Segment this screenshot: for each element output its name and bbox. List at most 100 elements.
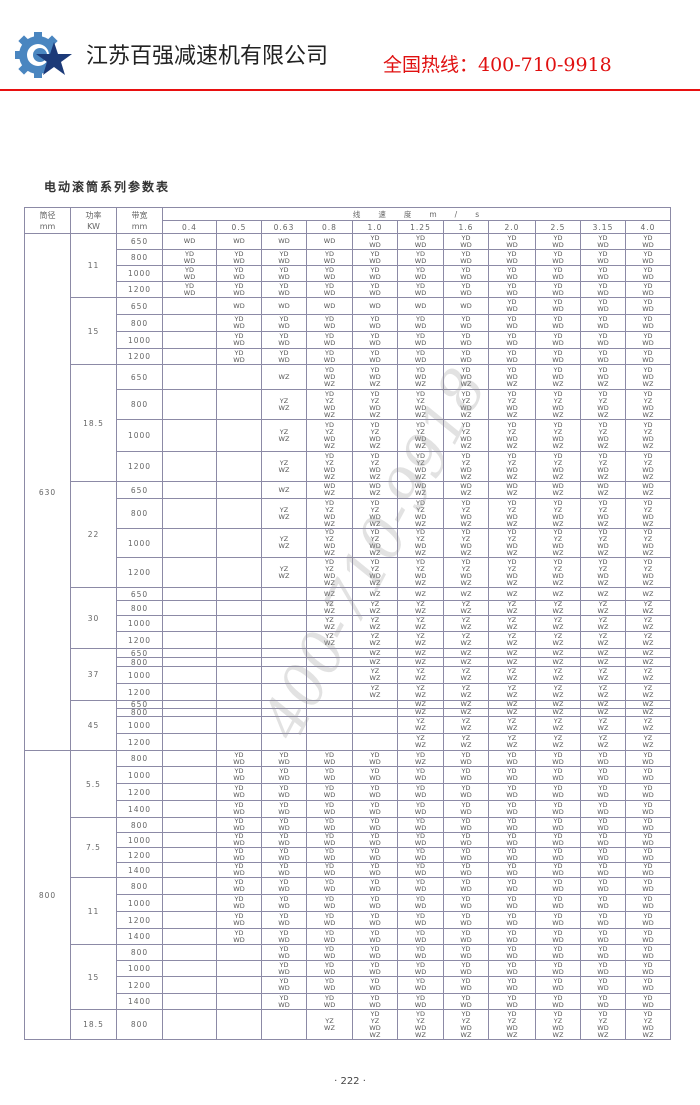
- motor-type-cell: YD WD: [443, 233, 489, 250]
- power-cell: 15: [70, 297, 117, 365]
- belt-width-cell: 1000: [116, 960, 163, 977]
- belt-width-cell: 650: [116, 364, 163, 390]
- motor-type-cell: YD WD: [535, 233, 581, 250]
- motor-type-cell: YD WD: [625, 297, 671, 315]
- power-cell: 37: [70, 648, 117, 701]
- motor-type-cell: WZ: [443, 657, 489, 667]
- motor-type-cell: [162, 817, 217, 833]
- motor-type-cell: YD WD: [625, 783, 671, 801]
- motor-type-cell: [216, 587, 262, 601]
- motor-type-cell: YD WD: [352, 783, 398, 801]
- motor-type-cell: YD WD: [488, 265, 536, 282]
- motor-type-cell: [162, 847, 217, 863]
- motor-type-cell: YD WD: [535, 297, 581, 315]
- motor-type-cell: [162, 648, 217, 658]
- motor-type-cell: YD WD: [625, 877, 671, 895]
- motor-type-cell: YD WD: [306, 314, 353, 332]
- motor-type-cell: WD WZ: [580, 481, 626, 499]
- motor-type-cell: YD WD: [535, 862, 581, 878]
- motor-type-cell: YZ WZ: [443, 600, 489, 616]
- header-line-speed: 线 速 度 m / s: [162, 207, 671, 221]
- motor-type-cell: YZ WZ: [261, 451, 307, 482]
- motor-type-cell: WZ: [397, 648, 444, 658]
- motor-type-cell: YD WD: [488, 877, 536, 895]
- motor-type-cell: YD WD: [625, 249, 671, 266]
- motor-type-cell: [162, 708, 217, 717]
- motor-type-cell: WZ: [352, 648, 398, 658]
- belt-width-cell: 800: [116, 1009, 163, 1040]
- motor-type-cell: YD WD: [216, 249, 262, 266]
- motor-type-cell: YD WD: [397, 233, 444, 250]
- belt-width-cell: 650: [116, 233, 163, 250]
- table-row: 1000 YD WD YD WD YD WD YD WD YD WD YD WD YD WD Y…: [25, 960, 671, 977]
- motor-type-cell: YD WD: [216, 750, 262, 767]
- motor-type-cell: [162, 832, 217, 848]
- motor-type-cell: YD WD: [535, 847, 581, 863]
- motor-type-cell: YZ WZ: [625, 666, 671, 684]
- motor-type-cell: YD WD: [216, 894, 262, 912]
- motor-type-cell: YD YZ WD WZ: [488, 389, 536, 420]
- speed-header: 0.4: [162, 220, 217, 234]
- motor-type-cell: [162, 1009, 217, 1040]
- belt-width-cell: 650: [116, 481, 163, 499]
- belt-width-cell: 800: [116, 750, 163, 767]
- motor-type-cell: [162, 716, 217, 734]
- motor-type-cell: YD YZ WD WZ: [535, 1009, 581, 1040]
- motor-type-cell: YD YZ WD WZ: [443, 451, 489, 482]
- motor-type-cell: YD YZ WD WZ: [306, 389, 353, 420]
- motor-type-cell: YZ WZ: [352, 615, 398, 632]
- motor-type-cell: [162, 700, 217, 709]
- motor-type-cell: YD WD: [443, 944, 489, 961]
- motor-type-cell: YD WD: [306, 928, 353, 945]
- motor-type-cell: YZ WZ: [261, 419, 307, 452]
- motor-type-cell: YD YZ WD WZ: [580, 419, 626, 452]
- motor-type-cell: YD WD: [162, 265, 217, 282]
- motor-type-cell: YD YZ WD WZ: [306, 528, 353, 558]
- motor-type-cell: WZ: [261, 364, 307, 390]
- motor-type-cell: YZ WZ: [306, 631, 353, 649]
- motor-type-cell: WZ: [443, 587, 489, 601]
- speed-header: 0.5: [216, 220, 262, 234]
- motor-type-cell: YD WD: [488, 783, 536, 801]
- motor-type-cell: YZ WZ: [488, 733, 536, 751]
- motor-type-cell: YZ WZ: [443, 733, 489, 751]
- motor-type-cell: YD WD: [535, 832, 581, 848]
- motor-type-cell: WD: [306, 233, 353, 250]
- motor-type-cell: YD WD: [443, 847, 489, 863]
- motor-type-cell: YD YZ WD WZ: [535, 419, 581, 452]
- table-row: 30 650 WZ WZ WZ WZ WZ WZ WZ WZ: [25, 587, 671, 649]
- motor-type-cell: [162, 419, 217, 452]
- motor-type-cell: YD WD: [488, 817, 536, 833]
- power-cell: 45: [70, 700, 117, 751]
- motor-type-cell: YD WD: [261, 862, 307, 878]
- motor-type-cell: WD WZ: [306, 481, 353, 499]
- motor-type-cell: YD WD: [443, 265, 489, 282]
- motor-type-cell: [306, 666, 353, 684]
- motor-type-cell: YD WD: [397, 877, 444, 895]
- motor-type-cell: YD WD: [352, 832, 398, 848]
- motor-type-cell: WD: [162, 233, 217, 250]
- motor-type-cell: YZ WZ: [397, 666, 444, 684]
- power-cell: 15: [70, 944, 117, 1010]
- motor-type-cell: YD WD: [443, 249, 489, 266]
- belt-width-cell: 1200: [116, 557, 163, 588]
- belt-width-cell: 800: [116, 389, 163, 420]
- motor-type-cell: YD WD: [216, 862, 262, 878]
- motor-type-cell: YZ WZ: [443, 716, 489, 734]
- motor-type-cell: YD WD: [488, 960, 536, 977]
- motor-type-cell: YD WD: [535, 800, 581, 818]
- motor-type-cell: YD WD: [443, 976, 489, 994]
- motor-type-cell: YD WD: [261, 281, 307, 298]
- belt-width-cell: 1200: [116, 733, 163, 751]
- motor-type-cell: YD WD: [216, 928, 262, 945]
- motor-type-cell: [162, 877, 217, 895]
- company-name: 江苏百强减速机有限公司: [86, 44, 329, 69]
- motor-type-cell: YD WD: [488, 928, 536, 945]
- belt-width-cell: 800: [116, 249, 163, 266]
- motor-type-cell: YD WD: [443, 331, 489, 349]
- motor-type-cell: YD WD: [625, 928, 671, 945]
- motor-type-cell: YD WD: [397, 862, 444, 878]
- motor-type-cell: YD WD: [352, 800, 398, 818]
- motor-type-cell: [216, 700, 262, 709]
- motor-type-cell: YD WD: [306, 862, 353, 878]
